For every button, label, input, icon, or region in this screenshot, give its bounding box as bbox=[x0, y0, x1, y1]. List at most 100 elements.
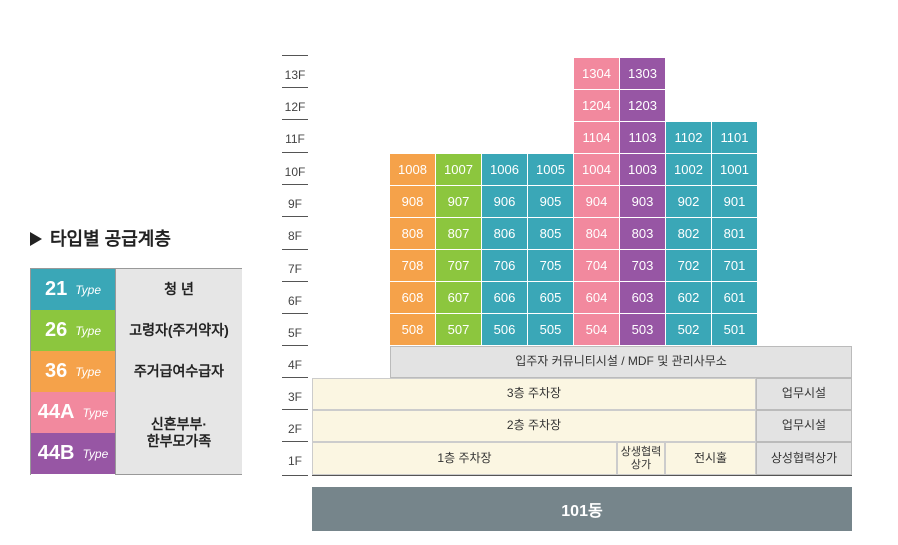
unit-cell: 1103 bbox=[620, 122, 666, 154]
floor-tick bbox=[282, 377, 308, 378]
unit-cell: 1004 bbox=[574, 154, 620, 186]
unit-cell: 1104 bbox=[574, 122, 620, 154]
coop-shop-line2: 상가 bbox=[630, 458, 652, 471]
floor-tick bbox=[282, 441, 308, 442]
parking-3f: 3층 주차장 bbox=[312, 378, 756, 410]
unit-cell: 602 bbox=[666, 282, 712, 314]
legend-type-36: 36 Type bbox=[31, 351, 115, 393]
legend-desc-housing: 주거급여수급자 bbox=[115, 351, 242, 393]
legend-code: 26 bbox=[44, 319, 68, 341]
unit-cell: 902 bbox=[666, 186, 712, 218]
unit-cell: 905 bbox=[528, 186, 574, 218]
floor-label: 5F bbox=[287, 326, 302, 340]
floor-tick bbox=[282, 184, 308, 185]
floor-tick bbox=[282, 409, 308, 410]
legend-type-21: 21 Type bbox=[31, 269, 115, 311]
type-legend: 21 Type 청 년 26 Type 고령자(주거약자) 36 Type 주거급여수… bbox=[30, 268, 242, 475]
unit-cell: 805 bbox=[528, 218, 574, 250]
floor-label: 8F bbox=[287, 229, 302, 243]
unit-cell: 1008 bbox=[390, 154, 436, 186]
unit-cell: 604 bbox=[574, 282, 620, 314]
floor-label: 11F bbox=[285, 132, 305, 146]
floor-1-line bbox=[312, 475, 852, 476]
unit-cell: 706 bbox=[482, 250, 528, 282]
legend-word: Type bbox=[75, 282, 102, 297]
section-title: 타입별 공급계층 bbox=[30, 225, 171, 251]
unit-cell: 507 bbox=[436, 314, 482, 346]
floor-tick bbox=[282, 152, 308, 153]
unit-cell: 606 bbox=[482, 282, 528, 314]
unit-cell: 1203 bbox=[620, 90, 666, 122]
unit-cell: 1001 bbox=[712, 154, 758, 186]
unit-cell: 702 bbox=[666, 250, 712, 282]
unit-cell: 908 bbox=[390, 186, 436, 218]
unit-cell: 903 bbox=[620, 186, 666, 218]
floor-tick bbox=[282, 55, 308, 56]
unit-cell: 503 bbox=[620, 314, 666, 346]
legend-word: Type bbox=[82, 446, 109, 461]
legend-word: Type bbox=[75, 364, 102, 379]
unit-cell: 904 bbox=[574, 186, 620, 218]
unit-cell: 1005 bbox=[528, 154, 574, 186]
legend-code: 44A bbox=[37, 401, 75, 423]
legend-desc-youth: 청 년 bbox=[115, 269, 242, 311]
unit-cell: 1007 bbox=[436, 154, 482, 186]
legend-desc-newlywed: 신혼부부· 한부모가족 bbox=[115, 392, 242, 475]
legend-type-44b: 44B Type bbox=[31, 433, 115, 475]
coop-shop-line1: 상생협력 bbox=[620, 445, 662, 458]
floor-label: 13F bbox=[284, 68, 306, 82]
unit-cell: 806 bbox=[482, 218, 528, 250]
unit-cell: 901 bbox=[712, 186, 758, 218]
unit-cell: 1304 bbox=[574, 58, 620, 90]
triangle-bullet-icon bbox=[30, 232, 42, 246]
unit-cell: 801 bbox=[712, 218, 758, 250]
office-3f: 업무시설 bbox=[756, 378, 852, 410]
floor-label: 12F bbox=[284, 100, 306, 114]
unit-cell: 608 bbox=[390, 282, 436, 314]
unit-cell: 708 bbox=[390, 250, 436, 282]
unit-cell: 502 bbox=[666, 314, 712, 346]
floor-label: 9F bbox=[287, 197, 302, 211]
unit-cell: 907 bbox=[436, 186, 482, 218]
unit-cell: 803 bbox=[620, 218, 666, 250]
floor-tick bbox=[282, 249, 308, 250]
parking-1f: 1층 주차장 bbox=[312, 442, 617, 475]
floor-tick bbox=[282, 313, 308, 314]
legend-code: 21 bbox=[44, 278, 68, 300]
unit-cell: 607 bbox=[436, 282, 482, 314]
legend-code: 44B bbox=[37, 442, 75, 464]
floor-label: 4F bbox=[287, 358, 302, 372]
legend-word: Type bbox=[75, 323, 102, 338]
office-2f: 업무시설 bbox=[756, 410, 852, 442]
legend-desc-elderly: 고령자(주거약자) bbox=[115, 310, 242, 352]
unit-cell: 807 bbox=[436, 218, 482, 250]
floor-tick bbox=[282, 87, 308, 88]
floor-label: 1F bbox=[287, 454, 302, 468]
floor-tick bbox=[282, 119, 308, 120]
unit-cell: 804 bbox=[574, 218, 620, 250]
unit-cell: 808 bbox=[390, 218, 436, 250]
legend-desc-newlywed-line2: 한부모가족 bbox=[146, 433, 212, 449]
floor-label: 2F bbox=[287, 422, 302, 436]
coop-shop-1f: 상생협력 상가 bbox=[617, 442, 665, 475]
section-title-text: 타입별 공급계층 bbox=[50, 229, 171, 249]
legend-type-44a: 44A Type bbox=[31, 392, 115, 434]
unit-cell: 505 bbox=[528, 314, 574, 346]
unit-cell: 701 bbox=[712, 250, 758, 282]
unit-cell: 906 bbox=[482, 186, 528, 218]
floor-tick bbox=[282, 281, 308, 282]
legend-type-26: 26 Type bbox=[31, 310, 115, 352]
floor-4-block: 입주자 커뮤니티시설 / MDF 및 관리사무소 bbox=[390, 346, 852, 378]
unit-cell: 1102 bbox=[666, 122, 712, 154]
unit-cell: 703 bbox=[620, 250, 666, 282]
unit-cell: 506 bbox=[482, 314, 528, 346]
legend-desc-newlywed-line1: 신혼부부· bbox=[150, 415, 208, 432]
floor-label: 7F bbox=[287, 262, 302, 276]
building-base: 101동 bbox=[312, 487, 852, 531]
unit-cell: 603 bbox=[620, 282, 666, 314]
unit-cell: 1002 bbox=[666, 154, 712, 186]
floor-label: 10F bbox=[284, 165, 306, 179]
unit-cell: 501 bbox=[712, 314, 758, 346]
unit-cell: 508 bbox=[390, 314, 436, 346]
legend-code: 36 bbox=[44, 360, 68, 382]
